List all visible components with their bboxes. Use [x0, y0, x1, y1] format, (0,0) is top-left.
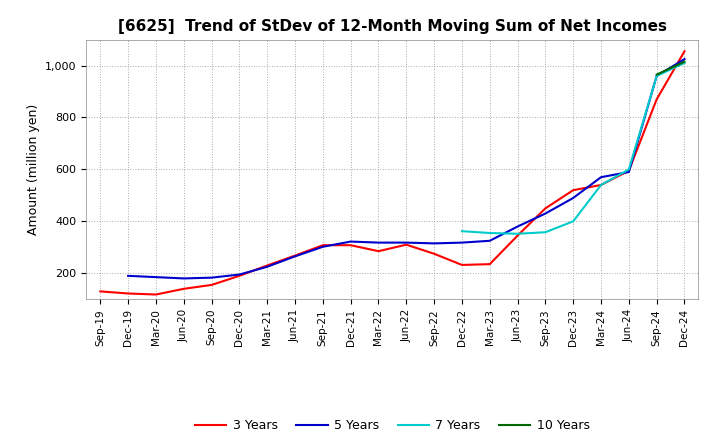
- Title: [6625]  Trend of StDev of 12-Month Moving Sum of Net Incomes: [6625] Trend of StDev of 12-Month Moving…: [118, 19, 667, 34]
- 3 Years: [513, 233, 522, 238]
- 5 Years: [541, 211, 550, 216]
- 7 Years: [569, 219, 577, 224]
- 3 Years: [374, 249, 383, 254]
- 3 Years: [569, 187, 577, 193]
- 3 Years: [430, 251, 438, 257]
- 3 Years: [318, 242, 327, 248]
- 7 Years: [485, 231, 494, 236]
- 7 Years: [541, 230, 550, 235]
- 10 Years: [680, 59, 689, 64]
- 5 Years: [207, 275, 216, 280]
- 3 Years: [346, 242, 355, 248]
- 3 Years: [485, 261, 494, 267]
- 3 Years: [263, 263, 271, 268]
- 7 Years: [458, 228, 467, 234]
- 5 Years: [152, 275, 161, 280]
- 7 Years: [513, 231, 522, 236]
- 5 Years: [597, 175, 606, 180]
- 5 Years: [124, 273, 132, 279]
- 5 Years: [235, 272, 243, 277]
- 3 Years: [652, 97, 661, 102]
- 5 Years: [513, 224, 522, 229]
- 5 Years: [263, 264, 271, 269]
- 3 Years: [458, 262, 467, 268]
- 5 Years: [652, 73, 661, 79]
- 5 Years: [430, 241, 438, 246]
- 5 Years: [680, 56, 689, 62]
- 5 Years: [374, 240, 383, 245]
- 3 Years: [291, 253, 300, 258]
- 5 Years: [402, 240, 410, 245]
- 3 Years: [207, 282, 216, 288]
- 3 Years: [235, 273, 243, 279]
- 10 Years: [652, 72, 661, 77]
- 3 Years: [402, 242, 410, 247]
- 3 Years: [597, 182, 606, 187]
- 5 Years: [346, 239, 355, 244]
- 3 Years: [541, 205, 550, 211]
- Line: 5 Years: 5 Years: [128, 59, 685, 279]
- 7 Years: [597, 182, 606, 187]
- Line: 3 Years: 3 Years: [100, 51, 685, 294]
- 5 Years: [624, 169, 633, 175]
- 7 Years: [652, 73, 661, 79]
- Y-axis label: Amount (million yen): Amount (million yen): [27, 104, 40, 235]
- 5 Years: [485, 238, 494, 243]
- 3 Years: [179, 286, 188, 291]
- Line: 7 Years: 7 Years: [462, 63, 685, 234]
- 5 Years: [291, 254, 300, 259]
- 3 Years: [680, 49, 689, 54]
- 5 Years: [569, 195, 577, 201]
- 3 Years: [624, 168, 633, 173]
- 7 Years: [624, 167, 633, 172]
- 7 Years: [680, 60, 689, 66]
- Legend: 3 Years, 5 Years, 7 Years, 10 Years: 3 Years, 5 Years, 7 Years, 10 Years: [190, 414, 595, 437]
- 5 Years: [458, 240, 467, 245]
- Line: 10 Years: 10 Years: [657, 62, 685, 75]
- 3 Years: [124, 291, 132, 296]
- 5 Years: [179, 276, 188, 281]
- 3 Years: [96, 289, 104, 294]
- 3 Years: [152, 292, 161, 297]
- 5 Years: [318, 244, 327, 249]
